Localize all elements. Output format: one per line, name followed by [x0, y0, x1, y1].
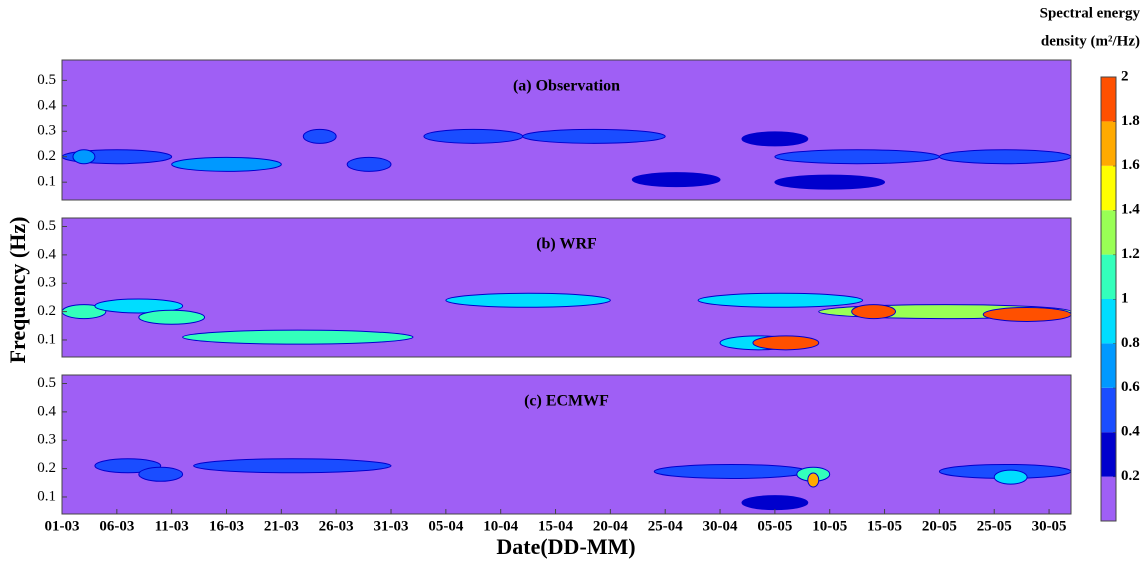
y-tick-label: 0.1 [37, 331, 56, 347]
plot-frame [61, 59, 1072, 201]
energy-region [774, 174, 886, 190]
x-tick-label: 10-04 [483, 518, 518, 534]
x-tick-label: 16-03 [209, 518, 244, 534]
colorbar-tick-label: 2 [1121, 68, 1129, 84]
energy-region [807, 472, 820, 488]
colorbar-segment [1101, 343, 1116, 388]
x-tick-label: 05-05 [757, 518, 792, 534]
x-tick-label: 10-05 [812, 518, 847, 534]
colorbar-tick-label: 1.4 [1121, 202, 1140, 218]
y-tick-label: 0.2 [37, 303, 56, 319]
plot-frame [61, 217, 1072, 358]
x-tick-label: 26-03 [319, 518, 354, 534]
colorbar-segment [1101, 387, 1116, 433]
x-tick-label: 20-05 [922, 518, 957, 534]
y-tick-label: 0.4 [37, 97, 56, 113]
plot-background [62, 375, 1071, 514]
energy-region [302, 128, 337, 144]
colorbar-tick-label: 1.2 [1121, 246, 1140, 262]
y-tick-label: 0.2 [37, 148, 56, 164]
energy-region [193, 458, 392, 474]
colorbar-frame [1100, 76, 1117, 522]
y-tick-label: 0.3 [37, 275, 56, 291]
x-tick-label: 31-03 [374, 518, 409, 534]
energy-region [631, 172, 721, 188]
x-tick-label: 01-03 [45, 518, 80, 534]
x-tick-label: 30-05 [1032, 518, 1067, 534]
colorbar-tick-label: 1.8 [1121, 113, 1140, 129]
colorbar-segment [1101, 254, 1116, 299]
energy-region [741, 495, 809, 511]
colorbar-tick-label: 0.4 [1121, 424, 1140, 440]
y-tick-label: 0.4 [37, 403, 56, 419]
energy-region [938, 149, 1071, 165]
y-tick-label: 0.3 [37, 123, 56, 139]
plot-frame [61, 374, 1072, 515]
colorbar-segment [1101, 210, 1116, 255]
energy-region [138, 466, 184, 482]
energy-region [445, 292, 611, 308]
energy-region [138, 309, 206, 325]
colorbar-segment [1101, 165, 1116, 211]
y-tick-label: 0.1 [37, 488, 56, 504]
contour-layer [94, 458, 1071, 511]
y-tick-label: 0.5 [37, 375, 56, 391]
y-tick-label: 0.4 [37, 246, 56, 262]
colorbar-tick-label: 0.6 [1121, 379, 1140, 395]
y-axis-label: Frequency (Hz) [5, 217, 30, 364]
colorbar-segment [1101, 77, 1116, 122]
y-tick-label: 0.5 [37, 72, 56, 88]
x-tick-label: 05-04 [428, 518, 463, 534]
energy-region [752, 335, 820, 351]
x-tick-label: 20-04 [593, 518, 628, 534]
energy-region [653, 463, 809, 479]
y-tick-label: 0.2 [37, 460, 56, 476]
energy-region [697, 292, 864, 308]
x-tick-label: 15-04 [538, 518, 573, 534]
colorbar-tick-label: 0.2 [1121, 468, 1140, 484]
x-tick-label: 11-03 [155, 518, 189, 534]
energy-region [982, 306, 1071, 322]
energy-region [94, 298, 184, 314]
y-tick-label: 0.5 [37, 218, 56, 234]
energy-region [851, 304, 897, 320]
x-tick-label: 06-03 [99, 518, 134, 534]
contour-layer [62, 128, 1071, 190]
panel-title: (c) ECMWF [524, 393, 609, 410]
colorbar-segment [1101, 476, 1116, 521]
energy-region [62, 304, 107, 320]
energy-region [346, 156, 392, 172]
colorbar-tick-label: 1 [1121, 290, 1129, 306]
x-tick-label: 30-04 [703, 518, 738, 534]
energy-region [741, 131, 809, 147]
panel-title: (a) Observation [513, 78, 620, 95]
energy-region [423, 128, 524, 144]
colorbar-tick-label: 1.6 [1121, 157, 1140, 173]
x-axis-label: Date(DD-MM) [496, 534, 635, 559]
y-tick-label: 0.1 [37, 174, 56, 190]
energy-region [774, 149, 940, 165]
x-tick-label: 15-05 [867, 518, 902, 534]
x-tick-label: 21-03 [264, 518, 299, 534]
energy-region [993, 469, 1028, 485]
colorbar-label: Spectral energy [1040, 5, 1141, 21]
colorbar-segment [1101, 299, 1116, 344]
colorbar-segment [1101, 432, 1116, 477]
energy-region [182, 329, 414, 345]
contour-layer [62, 292, 1071, 351]
energy-region [171, 156, 282, 172]
energy-region [522, 128, 666, 144]
x-tick-label: 25-04 [648, 518, 683, 534]
colorbar-tick-label: 0.8 [1121, 335, 1140, 351]
colorbar-segment [1101, 121, 1116, 166]
energy-region [72, 149, 96, 165]
colorbar-label: density (m²/Hz) [1041, 33, 1140, 49]
x-tick-label: 25-05 [977, 518, 1012, 534]
panel-title: (b) WRF [536, 236, 597, 253]
y-tick-label: 0.3 [37, 432, 56, 448]
